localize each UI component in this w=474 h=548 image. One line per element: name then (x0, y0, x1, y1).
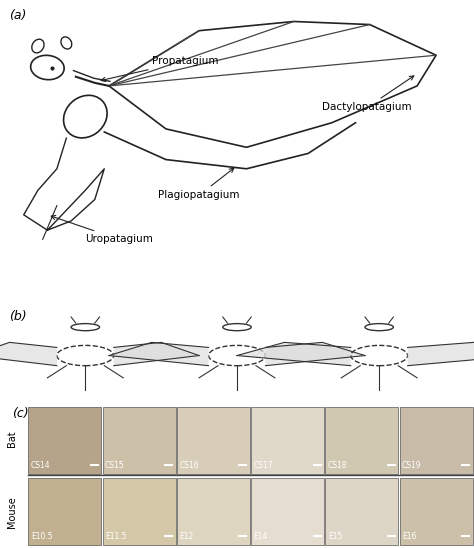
Text: Bat: Bat (7, 431, 17, 447)
Bar (177, 407, 250, 474)
Bar (28, 478, 101, 545)
Polygon shape (408, 342, 474, 366)
Text: Plagiopatagium: Plagiopatagium (158, 168, 240, 200)
Text: CS17: CS17 (254, 460, 273, 470)
Bar (103, 478, 175, 545)
Text: E11.5: E11.5 (105, 532, 127, 541)
Text: CS19: CS19 (402, 460, 422, 470)
Polygon shape (237, 342, 351, 366)
Polygon shape (265, 342, 365, 366)
Text: Uropatagium: Uropatagium (51, 215, 153, 244)
Text: CS15: CS15 (105, 460, 125, 470)
Bar (400, 407, 473, 474)
Text: E15: E15 (328, 532, 342, 541)
Bar (251, 478, 324, 545)
Text: E14: E14 (254, 532, 268, 541)
Text: Dactylopatagium: Dactylopatagium (322, 76, 414, 112)
Text: E12: E12 (179, 532, 193, 541)
Text: (b): (b) (9, 310, 27, 323)
Text: E16: E16 (402, 532, 417, 541)
Polygon shape (114, 342, 199, 366)
Polygon shape (109, 342, 209, 366)
Text: E10.5: E10.5 (31, 532, 53, 541)
Text: Propatagium: Propatagium (101, 56, 218, 82)
Bar (326, 407, 398, 474)
Bar (103, 407, 175, 474)
Text: CS14: CS14 (31, 460, 50, 470)
Bar (326, 478, 398, 545)
Text: (a): (a) (9, 9, 27, 22)
Text: CS16: CS16 (179, 460, 199, 470)
Bar (28, 407, 101, 474)
Text: Mouse: Mouse (7, 496, 17, 528)
Bar (400, 478, 473, 545)
Text: CS18: CS18 (328, 460, 347, 470)
Bar (251, 407, 324, 474)
Polygon shape (0, 342, 57, 366)
Text: (c): (c) (12, 407, 28, 420)
Bar (177, 478, 250, 545)
